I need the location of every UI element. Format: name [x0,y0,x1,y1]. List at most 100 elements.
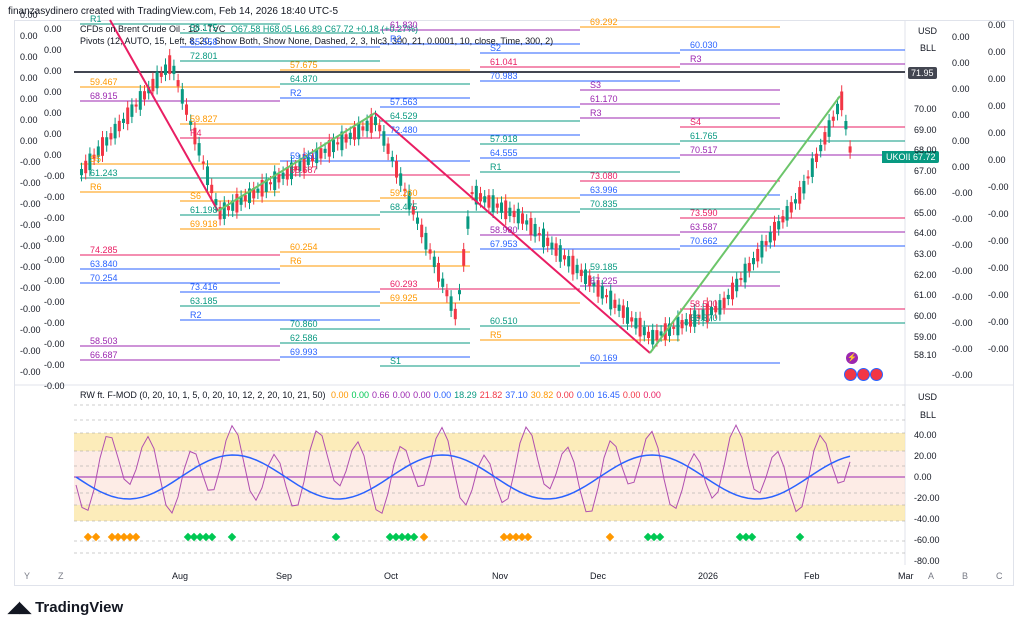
economic-events-flags-icon[interactable] [844,368,884,382]
indicator-legend-value: 37.10 [505,390,528,400]
indicator-legend-value: 30.82 [530,390,554,400]
price-scale-label: 69.00 [914,124,937,135]
pivot-label: 73.416 [190,282,218,292]
right-scale-b-label: 0.00 [988,128,1006,138]
indicator-scale-label: -40.00 [914,514,940,524]
left-scale-a-label: 0.00 [20,115,38,125]
left-scale-b-label: 0.00 [44,150,62,160]
right-scale-b-label: 0.00 [988,101,1006,111]
pivot-label: 59.260 [390,188,418,198]
pivot-label: 58.503 [90,336,118,346]
pivot-label: S2 [490,43,502,53]
right-scale-b-label: 0.00 [988,47,1006,57]
corner-button-b[interactable]: B [962,571,969,581]
pivot-label: 61.198 [190,205,218,215]
pivots-legend[interactable]: Pivots (12, AUTO, 15, Left, 8, 20, Show … [80,36,554,46]
right-scale-b-label: -0.00 [988,317,1009,327]
pivot-label: 70.983 [490,71,518,81]
pivot-label: 69.292 [590,17,618,27]
lightning-event-icon[interactable]: ⚡ [846,352,858,364]
time-axis-label: Sep [276,571,293,581]
indicator-legend-value: 0.00 [392,390,411,400]
right-scale-a-label: -0.00 [952,188,973,198]
left-scale-b-label: 0.00 [44,24,62,34]
indicator-scale-label: -60.00 [914,535,940,545]
left-scale-b-label: 0.00 [44,45,62,55]
pivot-label: 73.590 [690,208,718,218]
left-scale-b-label: -0.00 [44,276,65,286]
right-scale-b-label: -0.00 [988,209,1009,219]
pivot-label: 63.587 [690,222,718,232]
indicator-currency-button[interactable]: USD [918,392,938,402]
price-scale-label: 63.00 [914,248,937,259]
corner-button-a[interactable]: A [928,571,935,581]
symbol-legend-name[interactable]: CFDs on Brent Crude Oil · 1D · TVC [80,24,226,34]
indicator-scale-label: 40.00 [914,430,937,440]
pivot-label: 67.225 [590,276,618,286]
indicator-legend[interactable]: RW ft. F-MOD (0, 20, 10, 1, 5, 0, 20, 10… [80,390,667,400]
price-scale-label: 65.00 [914,207,937,218]
right-scale-a-label: -0.00 [952,344,973,354]
indicator-unit-button[interactable]: BLL [920,410,937,420]
pivot-label: 61.170 [590,94,618,104]
pivot-label: 59.467 [90,77,118,87]
pivot-label: 68.915 [90,91,118,101]
pivot-label: 60.030 [690,40,718,50]
corner-button-c[interactable]: C [996,571,1003,581]
left-scale-b-label: 0.00 [44,108,62,118]
right-scale-b-label: 0.00 [988,155,1006,165]
unit-button[interactable]: BLL [920,43,937,53]
left-scale-a-label: 0.00 [20,31,38,41]
ohlc-values: O67.58 H68.05 L66.89 C67.72 +0.18 (+0.27… [230,24,419,34]
right-scale-a-label: 0.00 [952,32,970,42]
right-scale-a-label: 0.00 [952,110,970,120]
pivot-label: 57.675 [290,60,318,70]
left-scale-a-label: 0.00 [20,52,38,62]
indicator-legend-value: 0.66 [372,390,390,400]
right-scale-a-label: 0.00 [952,162,970,172]
pivot-label: 64.529 [390,111,418,121]
pivot-label: S6 [190,191,202,201]
tradingview-brand: TradingView [35,598,124,616]
indicator-legend-value: 0.00 [643,390,661,400]
pivot-label: 69.925 [390,293,418,303]
left-scale-b-label: 0.00 [44,66,62,76]
pivot-label: 64.870 [290,74,318,84]
corner-button-y[interactable]: Y [24,571,31,581]
chart-frame [14,20,1014,586]
right-scale-a-label: -0.00 [952,214,973,224]
chart-created-caption: finanzasydinero created with TradingView… [8,6,338,17]
pivot-label: 67.953 [490,239,518,249]
indicator-legend-name[interactable]: RW ft. F-MOD (0, 20, 10, 1, 5, 0, 20, 10… [80,390,326,400]
right-scale-a-label: 0.00 [952,136,970,146]
pivot-label: 70.517 [690,145,718,155]
right-scale-b-label: 0.00 [988,20,1006,30]
pivot-label: 65.558 [190,37,218,47]
right-scale-b-label: -0.00 [988,236,1009,246]
pivot-label: 74.285 [90,245,118,255]
pivot-label: R1 [90,14,102,24]
left-scale-b-label: -0.00 [44,360,65,370]
pivot-label: 63.996 [590,185,618,195]
left-scale-b-label: 0.00 [44,87,62,97]
pivot-label: 57.918 [490,134,518,144]
symbol-price-tag: 67.72 [910,151,939,163]
left-scale-a-label: -0.00 [20,178,41,188]
indicator-legend-value: 0.00 [330,390,349,400]
corner-button-z[interactable]: Z [58,571,64,581]
price-scale-label: 66.00 [914,186,937,197]
right-scale-a-label: -0.00 [952,370,973,380]
currency-button[interactable]: USD [918,26,938,36]
time-axis-label: Feb [804,571,820,581]
left-scale-a-label: 0.00 [20,10,38,20]
symbol-legend[interactable]: CFDs on Brent Crude Oil · 1D · TVC O67.5… [80,24,421,34]
indicator-scale-label: -20.00 [914,493,940,503]
price-scale-label: 70.00 [914,104,937,114]
pivot-label: 60.254 [290,242,318,252]
time-axis-label: Oct [384,571,399,581]
indicator-legend-values: 0.00 0.00 0.66 0.00 0.00 0.00 18.29 21.82 37.10 3… [331,390,664,400]
pivot-label: 58.175 [190,23,218,33]
pivot-label: 72.801 [190,51,218,61]
pivot-label: 66.687 [90,350,118,360]
tradingview-logo[interactable]: ◢◣ TradingView [8,598,124,617]
